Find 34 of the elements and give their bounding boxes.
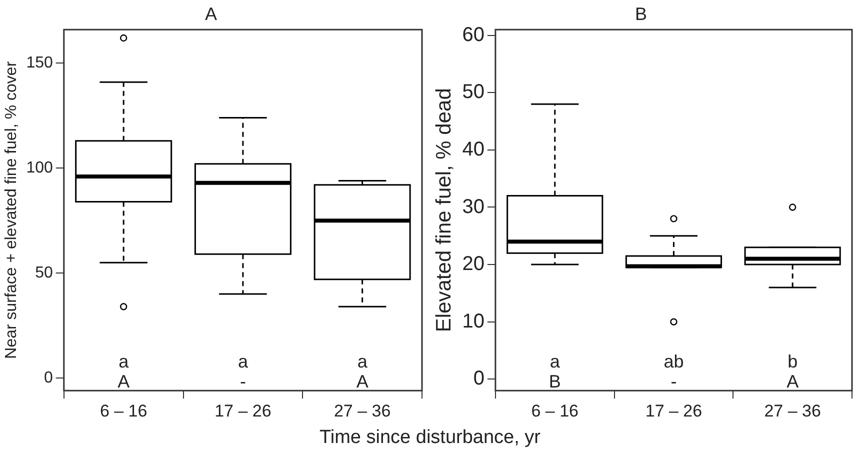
x-tick-label: 17 – 26 [645,401,702,420]
chart-title: A [204,4,218,24]
annotation: a [118,352,130,372]
x-tick-label: 27 – 36 [764,401,821,420]
annotation: B [548,372,561,392]
y-tick-label: 30 [462,196,484,218]
x-tick-label: 17 – 26 [214,401,272,420]
y-tick-label: 100 [26,160,53,177]
y-axis-title: Near surface + elevated fine fuel, % cover [3,60,20,359]
y-tick-label: 50 [35,264,53,282]
y-tick-label: 10 [462,310,484,332]
x-tick-label: 27 – 36 [334,401,391,420]
y-tick-label: 0 [473,368,484,390]
x-axis-title: Time since disturbance, yr [318,427,542,449]
y-tick-label: 20 [462,253,484,276]
x-tick-label: 6 – 16 [100,401,148,420]
chart-title: B [634,4,648,24]
y-tick-label: 40 [462,138,484,160]
annotation: A [786,372,799,392]
annotation: b [788,352,798,372]
y-tick-label: 50 [462,81,484,104]
x-tick-label: 6 – 16 [531,401,579,420]
annotation: - [670,372,677,392]
annotation: a [357,352,368,372]
y-tick-label: 0 [44,369,53,386]
y-axis-title: Elevated fine fuel, % dead [432,88,456,332]
annotation: a [550,352,561,372]
y-tick-label: 150 [26,54,53,72]
annotation: A [356,372,368,392]
annotation: ab [664,352,684,372]
annotation: - [240,372,246,392]
annotation: A [118,372,130,392]
annotation: a [238,352,249,372]
y-tick-label: 60 [462,24,484,46]
